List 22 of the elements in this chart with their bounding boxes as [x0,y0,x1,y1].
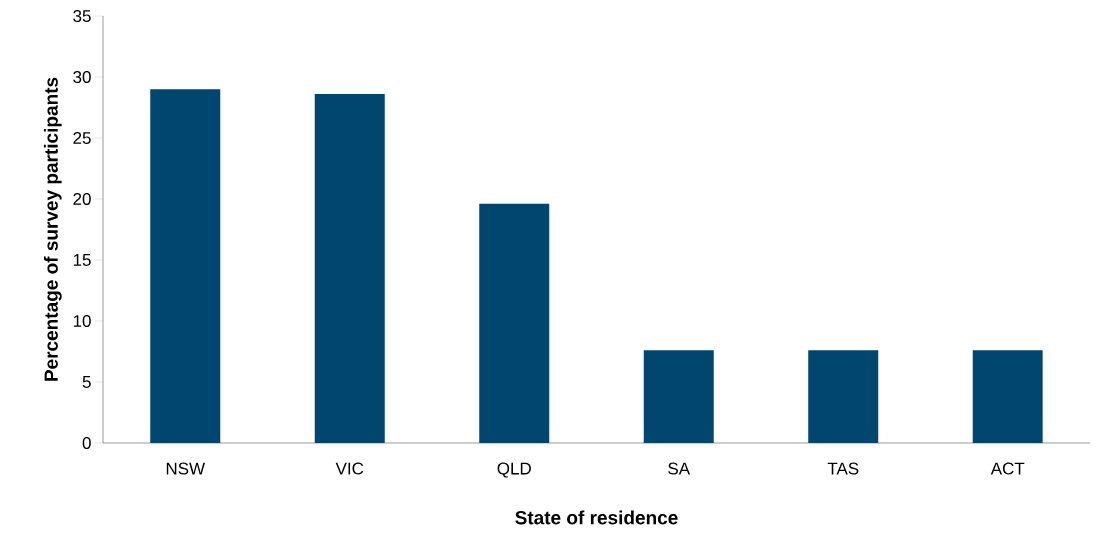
y-tick-label: 0 [82,436,91,450]
bar [972,350,1043,443]
x-tick-label: SA [668,462,691,475]
y-tick-label: 20 [73,192,91,206]
y-tick-label: 35 [73,9,91,23]
bar [808,350,879,443]
y-tick-label: 15 [73,254,91,266]
x-tick-label: QLD [497,462,531,478]
bar [479,203,550,443]
y-tick-label: 5 [82,376,91,388]
y-tick-label: 30 [73,70,91,84]
y-tick-label: 10 [73,314,91,328]
x-tick-label: ACT [990,462,1025,475]
y-axis-title: Percentage of survey participants [43,77,62,381]
x-tick-label: TAS [827,462,859,475]
bar [314,94,385,443]
y-tick-label: 25 [73,131,91,145]
bar [150,89,221,443]
bar [643,350,714,443]
x-tick-label: VIC [335,462,364,475]
x-tick-label: NSW [166,462,206,475]
x-axis-title: State of residence [515,510,678,525]
